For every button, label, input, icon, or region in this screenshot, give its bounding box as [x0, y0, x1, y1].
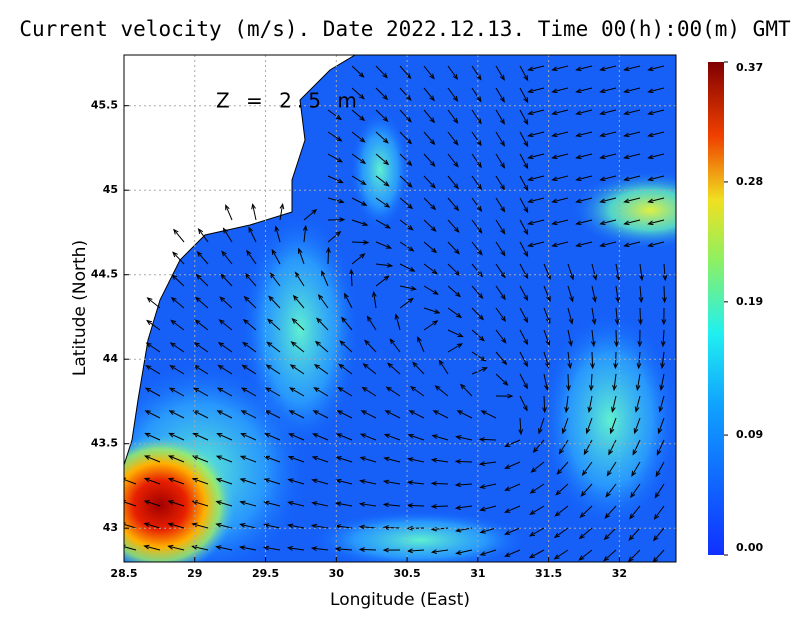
current-zone	[350, 110, 410, 230]
current-arrow	[616, 330, 617, 346]
y-tick-label: 45	[103, 183, 118, 196]
y-axis-label: Latitude (North)	[70, 240, 90, 376]
y-tick-label: 44.5	[91, 268, 118, 281]
colorbar-tick-label: 0.09	[736, 428, 763, 441]
depth-annotation: Z = 2.5 m	[216, 89, 362, 113]
current-arrow	[568, 374, 569, 390]
x-tick-label: 29.5	[252, 567, 279, 580]
x-tick-label: 29	[187, 567, 202, 580]
x-tick-label: 32	[612, 567, 627, 580]
x-tick-label: 28.5	[110, 567, 137, 580]
colorbar-tick-label: 0.00	[736, 541, 763, 554]
colorbar-tick-label: 0.37	[736, 61, 763, 74]
x-axis-label: Longitude (East)	[330, 590, 470, 610]
y-tick-label: 43.5	[91, 437, 118, 450]
current-arrow	[592, 352, 593, 368]
current-arrow	[432, 483, 448, 484]
current-arrow	[408, 505, 424, 506]
current-zone	[570, 170, 730, 250]
chart-title: Current velocity (m/s). Date 2022.12.13.…	[19, 17, 791, 41]
x-tick-label: 31	[470, 567, 485, 580]
current-zone	[310, 510, 530, 570]
x-tick-label: 31.5	[535, 567, 562, 580]
colorbar-tick-label: 0.19	[736, 295, 763, 308]
colorbar	[708, 62, 724, 555]
current-arrow	[352, 242, 368, 243]
current-arrow	[432, 506, 448, 507]
current-arrow	[384, 527, 400, 528]
y-tick-label: 44	[103, 352, 119, 365]
current-arrow	[615, 352, 616, 368]
y-tick-label: 45.5	[91, 99, 118, 112]
current-zone	[85, 435, 235, 575]
x-tick-label: 30	[329, 567, 345, 580]
y-tick-label: 43	[103, 521, 118, 534]
current-zone	[540, 310, 680, 530]
current-arrow	[360, 549, 376, 550]
colorbar-tick-label: 0.28	[736, 175, 763, 188]
current-arrow	[664, 286, 665, 302]
current-arrow	[328, 248, 329, 264]
current-arrow	[456, 461, 472, 462]
current-arrow	[640, 308, 641, 324]
x-tick-label: 30.5	[394, 567, 421, 580]
